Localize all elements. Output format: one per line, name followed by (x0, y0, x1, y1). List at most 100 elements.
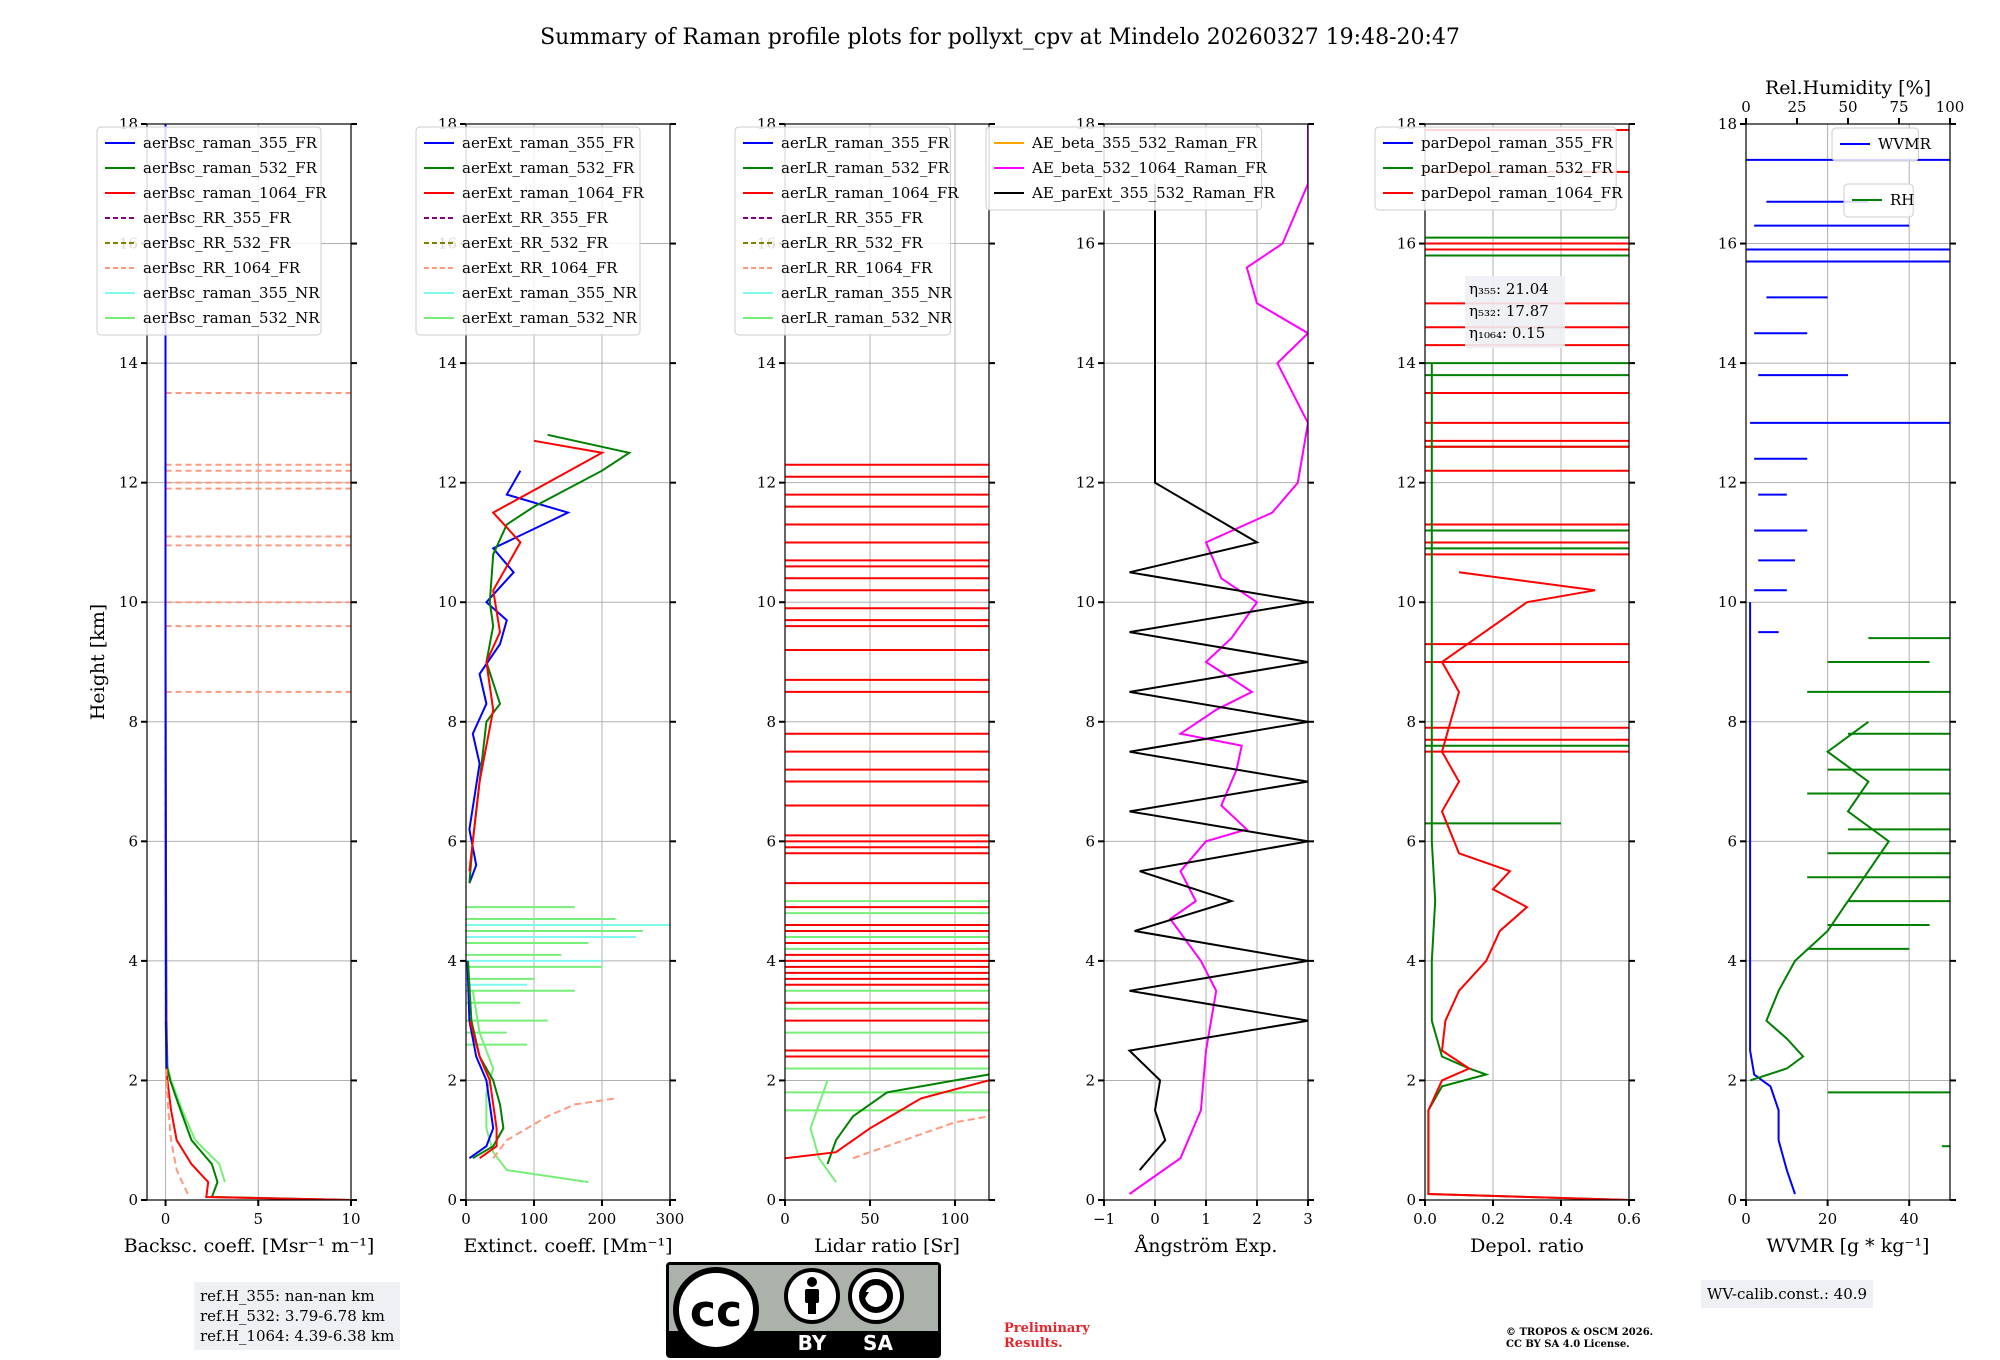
reference-height-box: ref.H_355: nan-nan km ref.H_532: 3.79-6.… (194, 1282, 401, 1350)
legend-label: aerBsc_RR_1064_FR (143, 259, 301, 277)
y-tick-label: 0 (447, 1191, 457, 1209)
y-tick-label: 18 (1718, 115, 1737, 133)
x-axis-label: Ångström Exp. (1134, 1235, 1278, 1257)
cc-by-sa-badge: cc BY SA (666, 1262, 941, 1358)
legend-label: AE_parExt_355_532_Raman_FR (1031, 184, 1276, 202)
y-tick-label: 2 (1406, 1071, 1416, 1089)
x-tick-label: 100 (941, 1210, 970, 1228)
series-line-AE_parExt_355_532_Raman_FR (1127, 183, 1308, 1171)
y-tick-label: 2 (766, 1071, 776, 1089)
legend-label: aerLR_RR_355_FR (781, 209, 923, 227)
legend-label: aerBsc_raman_532_NR (143, 309, 320, 327)
series-line-aerExt_raman_355_FR (466, 960, 495, 1160)
legend: parDepol_raman_355_FR parDepol_raman_532_… (1374, 126, 1623, 211)
y-tick-label: 8 (1406, 713, 1416, 731)
legend-label: aerExt_raman_355_FR (462, 134, 635, 152)
legend-rh: RH (1843, 183, 1914, 218)
legend-label: aerExt_raman_532_NR (462, 309, 638, 327)
y-tick-label: 12 (119, 474, 138, 492)
series-line-aerExt_raman_1064_FR (468, 439, 605, 872)
x-tick-label: 200 (588, 1210, 617, 1228)
legend-box (1374, 126, 1617, 211)
y-tick-label: 6 (1406, 832, 1416, 850)
series-line-aerExt_RR_1064_FR (492, 1097, 616, 1159)
y-tick-label: 12 (438, 474, 457, 492)
legend-box (96, 126, 322, 336)
y-tick-label: 2 (1085, 1071, 1095, 1089)
y-tick-label: 14 (1076, 354, 1095, 372)
wv-calib-const: WV-calib.const.: 40.9 (1707, 1285, 1868, 1303)
legend-label: aerBsc_RR_355_FR (143, 209, 291, 227)
by-label: BY (798, 1331, 827, 1355)
legend-label: aerLR_raman_532_FR (781, 159, 950, 177)
legend-label: WVMR (1878, 135, 1932, 153)
x-axis-label: Backsc. coeff. [Msr⁻¹ m⁻¹] (124, 1235, 375, 1257)
legend-box (734, 126, 951, 336)
x-axis-label: WVMR [g * kg⁻¹] (1767, 1235, 1930, 1257)
x-tick-label: 40 (1900, 1210, 1919, 1228)
y-tick-label: 2 (1727, 1071, 1737, 1089)
x-tick-label: 3 (1303, 1210, 1313, 1228)
x-tick-label: 0 (1741, 1210, 1751, 1228)
y-tick-label: 6 (1727, 832, 1737, 850)
y-tick-label: 10 (1397, 593, 1416, 611)
x-tick-label: 2 (1252, 1210, 1262, 1228)
legend-label: parDepol_raman_1064_FR (1421, 184, 1623, 202)
series-line-aerExt_raman_355_FR (468, 470, 571, 884)
top-x-tick-label: 100 (1936, 98, 1965, 116)
x-tick-label: 0.0 (1413, 1210, 1437, 1228)
y-tick-label: 10 (119, 593, 138, 611)
y-tick-label: 2 (447, 1071, 457, 1089)
legend-label: aerBsc_raman_532_FR (143, 159, 318, 177)
y-tick-label: 8 (766, 713, 776, 731)
x-tick-label: 0.4 (1549, 1210, 1573, 1228)
y-tick-label: 0 (1085, 1191, 1095, 1209)
legend-label: aerLR_raman_532_NR (781, 309, 952, 327)
x-tick-label: 20 (1818, 1210, 1837, 1228)
plot-frame (784, 123, 990, 1201)
y-tick-label: 14 (1718, 354, 1737, 372)
preliminary-line2: Results. (1004, 1336, 1063, 1351)
legend-label: aerLR_raman_1064_FR (781, 184, 959, 202)
y-tick-label: 12 (1397, 474, 1416, 492)
x-tick-label: 0 (1150, 1210, 1160, 1228)
annotation-box (1465, 276, 1565, 348)
y-tick-label: 8 (128, 713, 138, 731)
x-tick-label: 10 (341, 1210, 360, 1228)
x-tick-label: 1 (1201, 1210, 1211, 1228)
y-tick-label: 16 (1397, 235, 1416, 253)
y-tick-label: 4 (128, 952, 138, 970)
legend-label: RH (1890, 191, 1914, 209)
x-axis-label: Extinct. coeff. [Mm⁻¹] (463, 1235, 672, 1257)
x-tick-label: 5 (253, 1210, 263, 1228)
x-tick-label: 0.6 (1617, 1210, 1641, 1228)
series-group (1127, 124, 1308, 1195)
copyright-line1: © TROPOS & OSCM 2026. (1506, 1327, 1654, 1338)
legend-label: aerLR_raman_355_NR (781, 284, 952, 302)
x-tick-label: 50 (860, 1210, 879, 1228)
top-x-tick-label: 75 (1889, 98, 1908, 116)
figure-title: Summary of Raman profile plots for polly… (540, 25, 1460, 50)
cc-mark: cc (690, 1286, 742, 1337)
y-tick-label: 12 (1076, 474, 1095, 492)
series-line-aerExt_raman_532_FR (468, 433, 632, 884)
legend-label: aerExt_RR_355_FR (462, 209, 609, 227)
y-tick-label: 4 (766, 952, 776, 970)
wv-calibration-box: WV-calib.const.: 40.9 (1701, 1280, 1874, 1308)
legend-label: aerExt_RR_532_FR (462, 234, 609, 252)
y-tick-label: 14 (119, 354, 138, 372)
legend-box (1831, 127, 1919, 162)
legend-label: aerLR_raman_355_FR (781, 134, 950, 152)
y-tick-label: 4 (1406, 952, 1416, 970)
legend: WVMR (1831, 127, 1932, 162)
y-tick-label: 14 (1397, 354, 1416, 372)
series-line-WVMR (1749, 602, 1796, 1195)
x-tick-label: 0.2 (1481, 1210, 1505, 1228)
y-tick-label: 8 (1727, 713, 1737, 731)
share-alike-icon (848, 1268, 904, 1324)
series-line-RH (1749, 720, 1891, 1082)
y-tick-label: 10 (1718, 593, 1737, 611)
